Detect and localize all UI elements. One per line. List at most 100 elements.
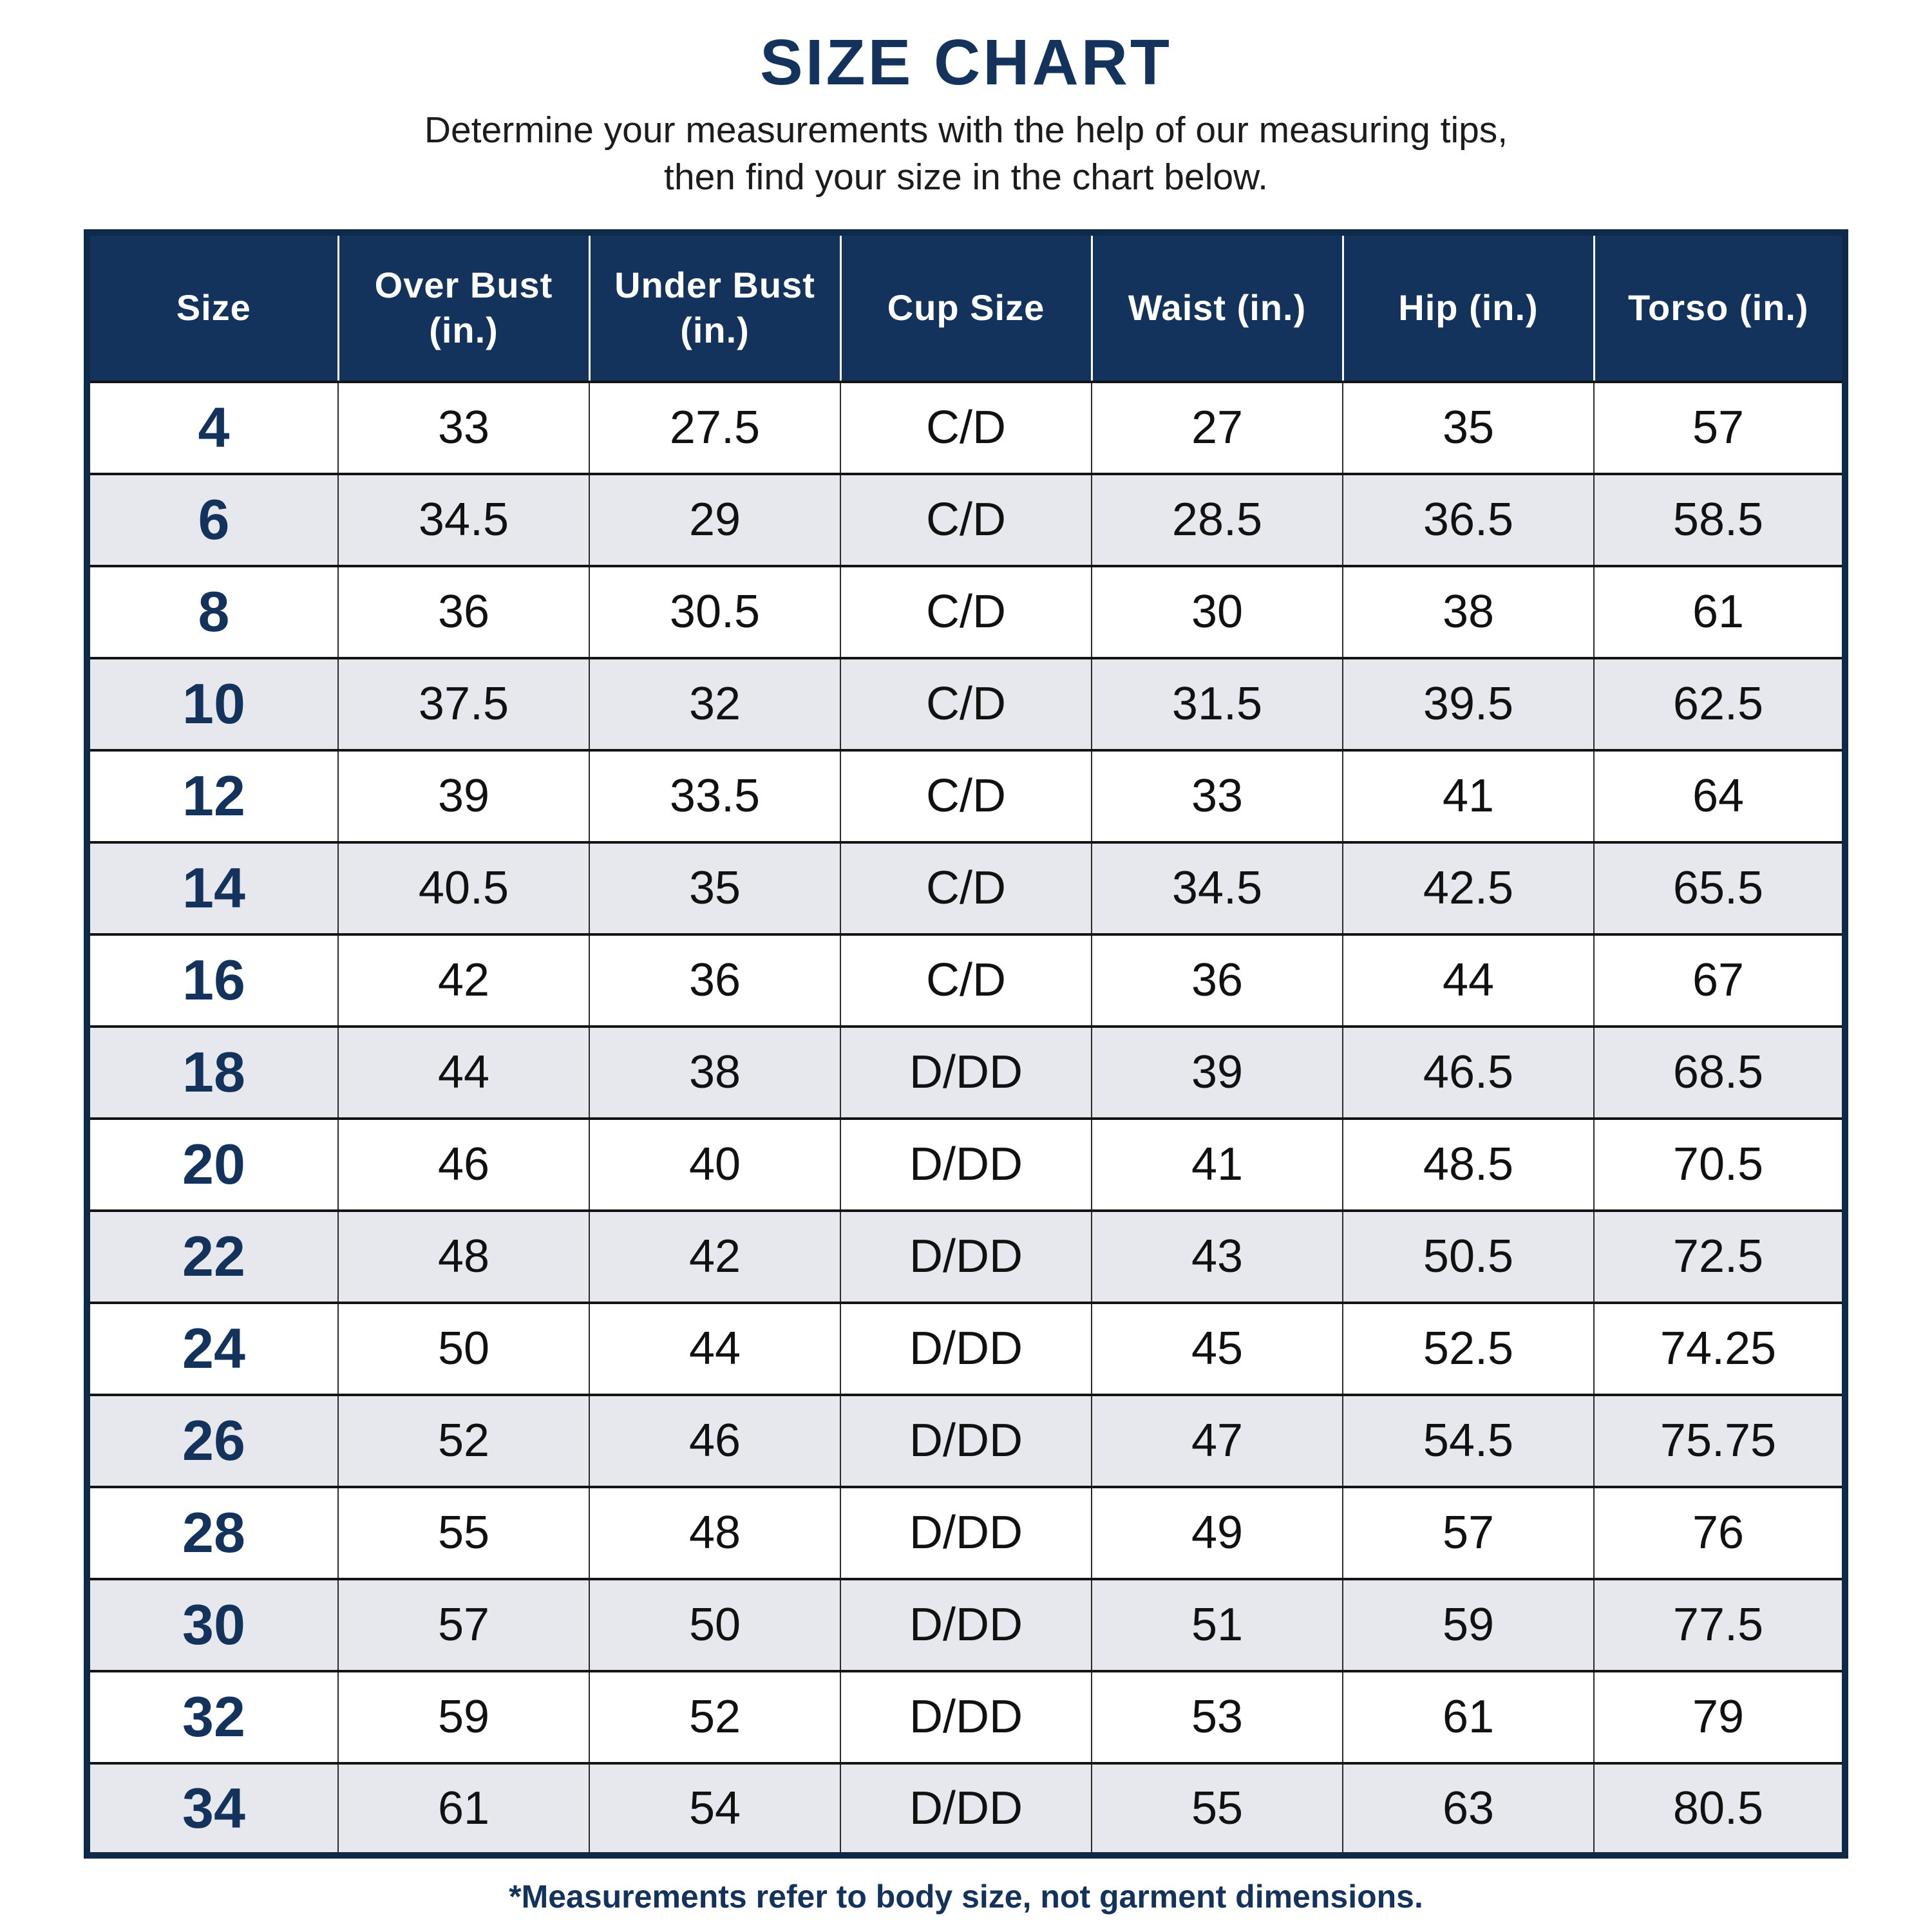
cell-over-bust-in: 44 (337, 1025, 589, 1119)
cell-under-bust-in: 54 (589, 1761, 840, 1855)
size-cell: 14 (87, 840, 338, 934)
cell-under-bust-in: 52 (589, 1669, 840, 1763)
table-head: Size Over Bust (in.) Under Bust (in.) Cup S… (87, 232, 1845, 382)
cell-hip-in: 48.5 (1342, 1117, 1594, 1211)
cell-hip-in: 44 (1342, 933, 1594, 1027)
cell-hip-in: 57 (1342, 1485, 1594, 1579)
cell-cup-size: C/D (840, 840, 1092, 934)
cell-over-bust-in: 46 (337, 1117, 589, 1211)
table-row-size-20: 20 46 40 D/DD 41 48.5 70.5 (87, 1117, 1845, 1211)
cell-hip-in: 38 (1342, 564, 1594, 658)
column-header-under-bust-in: Under Bust (in.) (588, 232, 840, 382)
size-cell: 34 (87, 1761, 338, 1855)
cell-waist-in: 51 (1091, 1577, 1343, 1671)
cell-hip-in: 35 (1342, 380, 1594, 474)
cell-over-bust-in: 42 (337, 933, 589, 1027)
cell-under-bust-in: 29 (589, 472, 840, 566)
table-row-size-34: 34 61 54 D/DD 55 63 80.5 (87, 1761, 1845, 1855)
cell-under-bust-in: 50 (589, 1577, 840, 1671)
table-row-size-4: 4 33 27.5 C/D 27 35 57 (87, 380, 1845, 474)
cell-cup-size: C/D (840, 472, 1092, 566)
cell-torso-in: 77.5 (1593, 1577, 1845, 1671)
size-cell: 8 (87, 564, 338, 658)
cell-over-bust-in: 48 (337, 1209, 589, 1303)
size-cell: 16 (87, 933, 338, 1027)
cell-cup-size: C/D (840, 933, 1092, 1027)
cell-torso-in: 79 (1593, 1669, 1845, 1763)
size-cell: 20 (87, 1117, 338, 1211)
size-cell: 28 (87, 1485, 338, 1579)
cell-torso-in: 64 (1593, 748, 1845, 842)
table-body: 4 33 27.5 C/D 27 35 57 6 34.5 29 C/D 28.5 36.5 58.5 8 3… (87, 380, 1845, 1855)
cell-waist-in: 34.5 (1091, 840, 1343, 934)
cell-over-bust-in: 59 (337, 1669, 589, 1763)
cell-hip-in: 42.5 (1342, 840, 1594, 934)
cell-torso-in: 58.5 (1593, 472, 1845, 566)
cell-cup-size: C/D (840, 564, 1092, 658)
column-header-cup-size: Cup Size (839, 232, 1092, 382)
cell-waist-in: 31.5 (1091, 656, 1343, 750)
cell-torso-in: 70.5 (1593, 1117, 1845, 1211)
cell-under-bust-in: 32 (589, 656, 840, 750)
size-cell: 24 (87, 1301, 338, 1395)
subtitle: Determine your measurements with the hel… (0, 107, 1932, 201)
size-chart-table: Size Over Bust (in.) Under Bust (in.) Cup S… (84, 229, 1848, 1859)
cell-over-bust-in: 39 (337, 748, 589, 842)
cell-under-bust-in: 44 (589, 1301, 840, 1395)
cell-over-bust-in: 50 (337, 1301, 589, 1395)
cell-waist-in: 33 (1091, 748, 1343, 842)
cell-cup-size: C/D (840, 380, 1092, 474)
footnote: *Measurements refer to body size, not ga… (509, 1878, 1423, 1915)
table-row-size-30: 30 57 50 D/DD 51 59 77.5 (87, 1577, 1845, 1671)
table-row-size-14: 14 40.5 35 C/D 34.5 42.5 65.5 (87, 840, 1845, 934)
cell-waist-in: 41 (1091, 1117, 1343, 1211)
cell-over-bust-in: 37.5 (337, 656, 589, 750)
table-row-size-22: 22 48 42 D/DD 43 50.5 72.5 (87, 1209, 1845, 1303)
cell-waist-in: 47 (1091, 1393, 1343, 1487)
cell-under-bust-in: 42 (589, 1209, 840, 1303)
cell-waist-in: 28.5 (1091, 472, 1343, 566)
table-row-size-26: 26 52 46 D/DD 47 54.5 75.75 (87, 1393, 1845, 1487)
cell-torso-in: 76 (1593, 1485, 1845, 1579)
size-cell: 10 (87, 656, 338, 750)
cell-under-bust-in: 46 (589, 1393, 840, 1487)
subtitle-line-2: then find your size in the chart below. (664, 156, 1268, 198)
cell-under-bust-in: 40 (589, 1117, 840, 1211)
cell-cup-size: D/DD (840, 1025, 1092, 1119)
cell-torso-in: 68.5 (1593, 1025, 1845, 1119)
cell-over-bust-in: 61 (337, 1761, 589, 1855)
cell-hip-in: 59 (1342, 1577, 1594, 1671)
table-row-size-6: 6 34.5 29 C/D 28.5 36.5 58.5 (87, 472, 1845, 566)
cell-under-bust-in: 33.5 (589, 748, 840, 842)
size-cell: 22 (87, 1209, 338, 1303)
cell-waist-in: 27 (1091, 380, 1343, 474)
cell-torso-in: 67 (1593, 933, 1845, 1027)
cell-hip-in: 63 (1342, 1761, 1594, 1855)
cell-hip-in: 46.5 (1342, 1025, 1594, 1119)
cell-hip-in: 41 (1342, 748, 1594, 842)
table-row-size-8: 8 36 30.5 C/D 30 38 61 (87, 564, 1845, 658)
subtitle-line-1: Determine your measurements with the hel… (424, 109, 1508, 151)
cell-hip-in: 54.5 (1342, 1393, 1594, 1487)
cell-under-bust-in: 35 (589, 840, 840, 934)
size-cell: 26 (87, 1393, 338, 1487)
table-row-size-16: 16 42 36 C/D 36 44 67 (87, 933, 1845, 1027)
cell-torso-in: 57 (1593, 380, 1845, 474)
cell-over-bust-in: 40.5 (337, 840, 589, 934)
table-row-size-18: 18 44 38 D/DD 39 46.5 68.5 (87, 1025, 1845, 1119)
cell-torso-in: 62.5 (1593, 656, 1845, 750)
column-header-waist-in: Waist (in.) (1090, 232, 1343, 382)
cell-waist-in: 49 (1091, 1485, 1343, 1579)
size-cell: 12 (87, 748, 338, 842)
table-row-size-32: 32 59 52 D/DD 53 61 79 (87, 1669, 1845, 1763)
cell-torso-in: 65.5 (1593, 840, 1845, 934)
size-cell: 18 (87, 1025, 338, 1119)
size-cell: 6 (87, 472, 338, 566)
cell-cup-size: C/D (840, 656, 1092, 750)
cell-cup-size: D/DD (840, 1761, 1092, 1855)
cell-waist-in: 36 (1091, 933, 1343, 1027)
cell-waist-in: 30 (1091, 564, 1343, 658)
cell-waist-in: 39 (1091, 1025, 1343, 1119)
cell-cup-size: D/DD (840, 1117, 1092, 1211)
